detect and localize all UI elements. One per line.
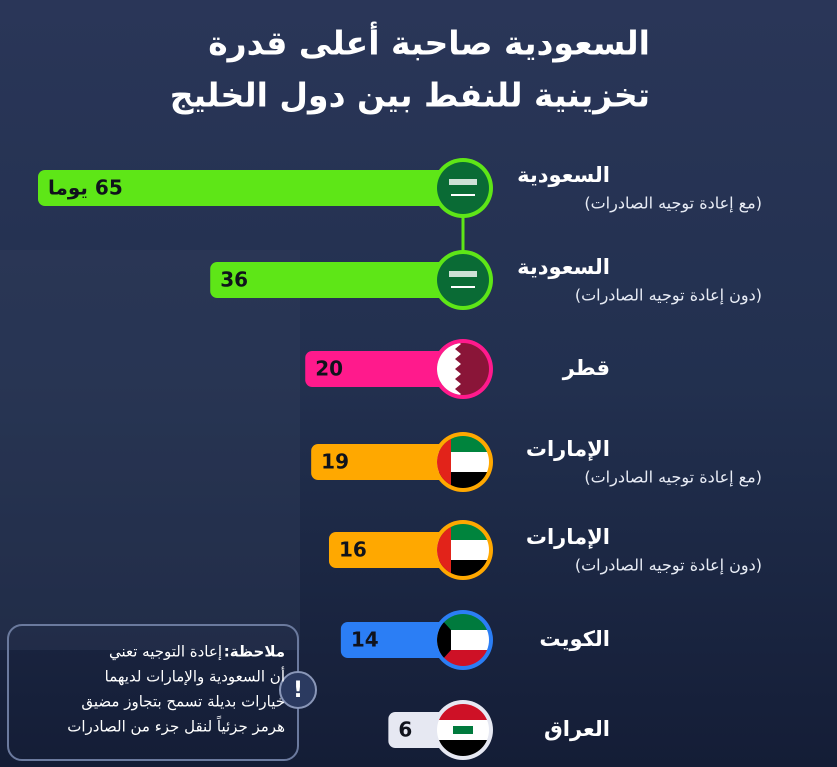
category-label: الإمارات: [526, 525, 610, 549]
note-icon: [279, 671, 317, 709]
flag-script: [449, 271, 477, 277]
category-label: الإمارات: [526, 437, 610, 461]
note-line: أن السعودية والإمارات لديهما: [105, 667, 285, 686]
photo-backdrop: [0, 250, 300, 650]
category-label: السعودية: [517, 255, 610, 279]
flag-script: [449, 179, 477, 185]
category-note: (دون إعادة توجيه الصادرات): [575, 556, 762, 576]
flag-field: [437, 254, 489, 306]
bar: [340, 622, 463, 658]
value-label: 20: [315, 357, 343, 381]
note-icon-mark: !: [293, 678, 303, 703]
s1: [437, 704, 489, 720]
note-line: إعادة التوجيه تعني: [109, 643, 222, 662]
category-label: قطر: [562, 356, 610, 380]
s4: [437, 436, 451, 488]
bar: [38, 170, 463, 206]
s3: [437, 650, 489, 666]
value-label: 14: [351, 628, 379, 652]
note-line: خيارات بديلة تسمح بتجاوز مضيق: [81, 693, 285, 711]
value-label: 16: [339, 538, 367, 562]
value-label: 36: [220, 268, 248, 292]
note-line: هرمز جزئياً لنقل جزء من الصادرات: [67, 715, 285, 735]
value-label: 6: [398, 718, 412, 742]
bar: [210, 262, 463, 298]
flag: [437, 524, 489, 576]
s1: [437, 614, 489, 630]
bar: [328, 532, 463, 568]
s3: [437, 740, 489, 756]
flag: [437, 704, 489, 756]
category-label: السعودية: [517, 163, 610, 187]
category-note: (مع إعادة توجيه الصادرات): [584, 194, 762, 214]
chart-title: السعودية صاحبة أعلى قدرة: [208, 22, 650, 64]
flag-field: [437, 162, 489, 214]
s4: [453, 726, 473, 734]
category-label: الكويت: [539, 627, 610, 651]
flag-sword: [451, 286, 475, 288]
value-label: 19: [321, 450, 349, 474]
bar: [305, 351, 463, 387]
flag: [437, 254, 489, 306]
bar: [311, 444, 463, 480]
flag-sword: [451, 194, 475, 196]
flag: [437, 162, 489, 214]
category-note: (دون إعادة توجيه الصادرات): [575, 286, 762, 306]
category-label: العراق: [544, 717, 610, 741]
flag: [437, 436, 489, 488]
value-label: 65 يوما: [48, 176, 123, 200]
category-note: (مع إعادة توجيه الصادرات): [584, 468, 762, 488]
s4: [437, 524, 451, 576]
note-heading: ملاحظة:: [224, 643, 285, 661]
chart-title: تخزينية للنفط بين دول الخليج: [170, 76, 650, 116]
